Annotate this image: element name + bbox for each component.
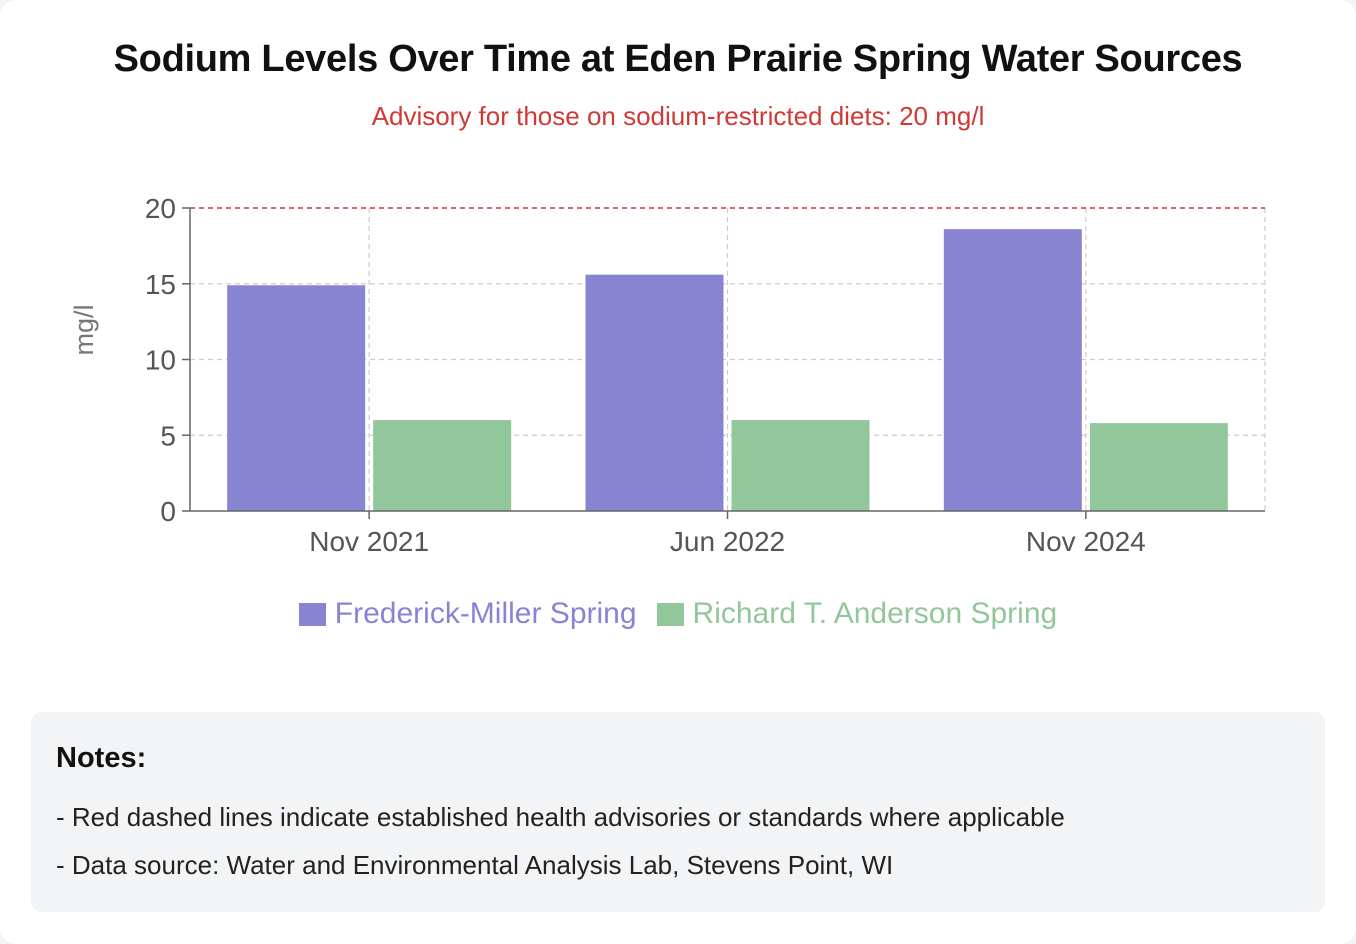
bar-frederick-miller: [227, 285, 366, 511]
chart-subtitle: Advisory for those on sodium-restricted …: [371, 101, 985, 131]
note-line-data-source: - Data source: Water and Environmental A…: [56, 850, 894, 880]
legend-swatch-frederick-miller: [298, 602, 326, 626]
legend-label-richard-anderson: Richard T. Anderson Spring: [692, 597, 1058, 630]
legend-item-richard-anderson[interactable]: Richard T. Anderson Spring: [656, 597, 1058, 631]
chart-title: Sodium Levels Over Time at Eden Prairie …: [113, 38, 1243, 80]
x-tick-label: Jun 2022: [670, 526, 785, 557]
y-tick-label: 15: [145, 269, 176, 300]
notes-heading: Notes:: [56, 742, 147, 774]
bar-richard-anderson: [373, 420, 512, 511]
y-axis-label: mg/l: [69, 304, 99, 355]
bar-frederick-miller: [585, 274, 724, 511]
bar-chart: 0 5 10 15 20 Nov 2021 Jun 2022 Nov 2024 mg/l: [69, 193, 1266, 557]
y-tick-label: 5: [160, 420, 176, 451]
legend-swatch-richard-anderson: [656, 602, 684, 626]
x-tick-label: Nov 2021: [309, 526, 429, 557]
y-tick-label: 0: [160, 496, 176, 527]
bar-richard-anderson: [1089, 423, 1228, 511]
bar-richard-anderson: [731, 420, 870, 511]
y-tick-label: 10: [145, 345, 176, 376]
bar-frederick-miller: [943, 229, 1082, 511]
notes-panel: Notes: - Red dashed lines indicate estab…: [31, 712, 1325, 912]
x-tick-label: Nov 2024: [1026, 526, 1146, 557]
legend-label-frederick-miller: Frederick-Miller Spring: [334, 597, 637, 630]
legend-item-frederick-miller[interactable]: Frederick-Miller Spring: [298, 597, 637, 631]
y-tick-label: 20: [145, 193, 176, 224]
note-line-advisories: - Red dashed lines indicate established …: [56, 802, 1065, 832]
chart-legend: Frederick-Miller Spring Richard T. Ander…: [0, 597, 1356, 631]
